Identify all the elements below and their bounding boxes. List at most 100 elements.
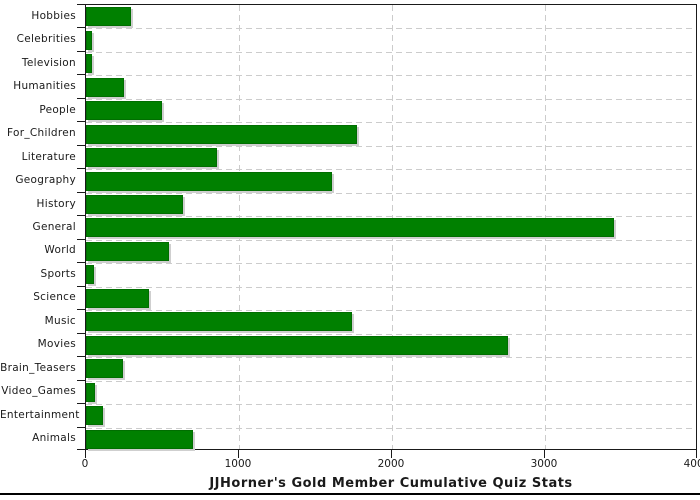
x-axis-tick-0 xyxy=(85,450,86,458)
bar-for_children xyxy=(86,124,357,144)
y-axis-label-music: Music xyxy=(44,314,76,327)
y-axis-label-geography: Geography xyxy=(15,174,76,187)
y-axis-label-science: Science xyxy=(33,291,76,304)
bar-row-celebrities xyxy=(86,28,696,51)
horizontal-gridline xyxy=(86,427,696,429)
bar-row-animals xyxy=(86,428,696,451)
y-axis-tick xyxy=(77,74,85,76)
y-axis-label-humanities: Humanities xyxy=(13,80,76,93)
horizontal-gridline xyxy=(86,310,696,312)
bar-people xyxy=(86,101,162,121)
bar-row-television xyxy=(86,52,696,75)
chart-title: JJHorner's Gold Member Cumulative Quiz S… xyxy=(209,476,573,491)
horizontal-gridline xyxy=(86,333,696,335)
horizontal-gridline xyxy=(86,380,696,382)
bar-row-science xyxy=(86,287,696,310)
y-axis-label-animals: Animals xyxy=(32,432,76,445)
bar-sports xyxy=(86,265,95,285)
horizontal-gridline xyxy=(86,357,696,359)
bar-row-for_children xyxy=(86,122,696,145)
y-axis-label-hobbies: Hobbies xyxy=(31,9,76,22)
plot-area xyxy=(85,4,697,450)
y-axis-label-literature: Literature xyxy=(21,150,76,163)
horizontal-gridline xyxy=(86,51,696,53)
horizontal-gridline xyxy=(86,239,696,241)
y-axis-tick xyxy=(77,27,85,29)
bar-row-entertainment xyxy=(86,404,696,427)
bar-row-geography xyxy=(86,169,696,192)
y-axis-label-world: World xyxy=(44,244,76,257)
bar-row-hobbies xyxy=(86,5,696,28)
horizontal-gridline xyxy=(86,122,696,124)
bar-row-brain_teasers xyxy=(86,357,696,380)
y-axis-tick xyxy=(77,121,85,123)
bar-history xyxy=(86,195,184,215)
y-axis-tick xyxy=(77,449,85,450)
x-axis-label-3000: 3000 xyxy=(530,458,558,470)
y-axis-tick xyxy=(77,379,85,381)
horizontal-gridline xyxy=(86,28,696,30)
y-axis-tick xyxy=(77,285,85,287)
y-axis-tick xyxy=(77,168,85,170)
y-axis-label-movies: Movies xyxy=(37,338,76,351)
bar-celebrities xyxy=(86,30,93,50)
x-axis-label-4000: 4000 xyxy=(683,458,700,470)
y-axis-tick xyxy=(77,356,85,358)
horizontal-gridline xyxy=(86,263,696,265)
bar-video_games xyxy=(86,382,96,402)
bar-row-people xyxy=(86,99,696,122)
bar-row-movies xyxy=(86,334,696,357)
bar-row-humanities xyxy=(86,75,696,98)
y-axis-tick xyxy=(77,50,85,52)
bar-animals xyxy=(86,429,194,449)
bar-television xyxy=(86,54,93,74)
horizontal-gridline xyxy=(86,192,696,194)
y-axis-label-history: History xyxy=(36,197,76,210)
horizontal-gridline xyxy=(86,404,696,406)
bar-geography xyxy=(86,171,333,191)
y-axis-label-entertainment: Entertainment xyxy=(0,408,80,421)
x-axis-label-2000: 2000 xyxy=(377,458,405,470)
x-axis-tick-4000 xyxy=(696,450,697,458)
y-axis-tick xyxy=(77,238,85,240)
bar-row-video_games xyxy=(86,381,696,404)
y-axis-tick xyxy=(77,403,85,405)
x-axis-tick-1000 xyxy=(238,450,239,458)
x-axis-label-1000: 1000 xyxy=(224,458,252,470)
horizontal-gridline xyxy=(86,286,696,288)
bar-row-sports xyxy=(86,263,696,286)
horizontal-gridline xyxy=(86,216,696,218)
bar-humanities xyxy=(86,77,125,97)
horizontal-gridline xyxy=(86,169,696,171)
y-axis-label-video_games: Video_Games xyxy=(1,385,76,398)
bottom-border-line xyxy=(0,493,700,495)
y-axis-label-sports: Sports xyxy=(40,267,76,280)
y-axis-tick xyxy=(77,332,85,334)
y-axis-label-brain_teasers: Brain_Teasers xyxy=(0,361,76,374)
x-axis-tick-2000 xyxy=(391,450,392,458)
bar-hobbies xyxy=(86,7,132,27)
y-axis-tick xyxy=(77,97,85,99)
y-axis-tick xyxy=(77,426,85,428)
y-axis-label-for_children: For_Children xyxy=(7,127,76,140)
x-axis-label-0: 0 xyxy=(81,458,89,470)
y-axis-tick xyxy=(77,215,85,217)
horizontal-gridline xyxy=(86,145,696,147)
bar-row-music xyxy=(86,310,696,333)
bar-world xyxy=(86,241,169,261)
y-axis-tick xyxy=(77,144,85,146)
bar-row-literature xyxy=(86,146,696,169)
y-axis-tick xyxy=(77,309,85,311)
x-axis-tick-3000 xyxy=(544,450,545,458)
bar-movies xyxy=(86,335,509,355)
y-axis-label-television: Television xyxy=(21,56,76,69)
bar-literature xyxy=(86,148,217,168)
bar-entertainment xyxy=(86,406,103,426)
y-axis-label-celebrities: Celebrities xyxy=(16,33,76,46)
y-axis-tick xyxy=(77,262,85,264)
horizontal-gridline xyxy=(86,98,696,100)
y-axis-tick xyxy=(77,191,85,193)
bar-brain_teasers xyxy=(86,359,124,379)
y-axis-label-people: People xyxy=(39,103,76,116)
